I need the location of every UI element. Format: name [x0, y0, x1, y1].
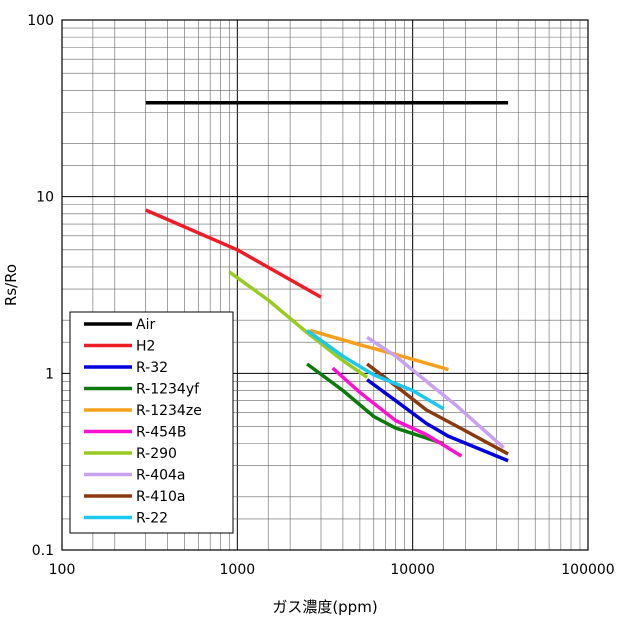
series-line-r-1234yf — [306, 362, 445, 446]
series-line-h2 — [145, 208, 322, 299]
y-tick-label: 10 — [36, 190, 54, 206]
legend-label: R-404a — [136, 468, 186, 484]
x-tick-label: 10000 — [390, 562, 435, 578]
series-line-r-290 — [228, 270, 369, 379]
legend-label: R-1234yf — [136, 382, 200, 398]
x-tick-label: 100000 — [561, 562, 614, 578]
series-line-r-404a — [366, 335, 505, 449]
legend-label: R-290 — [136, 446, 177, 462]
series-line-r-22 — [306, 328, 445, 411]
series-layer — [145, 101, 509, 463]
tick-labels: 100 1000 10000 100000 0.1 1 10 100 — [27, 13, 614, 578]
legend-label: R-454B — [136, 425, 187, 441]
y-axis-label: Rs/Ro — [2, 264, 20, 306]
legend-label: R-1234ze — [136, 403, 202, 419]
legend-label: R-410a — [136, 489, 186, 505]
x-tick-label: 1000 — [220, 562, 256, 578]
legend: Air H2 R-32 R-1234yf R-1234ze R-454B R-290 R-40… — [69, 311, 234, 534]
y-tick-label: 1 — [45, 366, 54, 382]
legend-label: R-32 — [136, 360, 168, 376]
legend-label: R-22 — [136, 511, 168, 527]
series-line-r-32 — [366, 378, 509, 463]
series-line-r-454b — [331, 366, 463, 458]
x-tick-label: 100 — [49, 562, 76, 578]
plot-frame — [61, 19, 589, 551]
y-tick-label: 0.1 — [32, 543, 54, 559]
legend-label: Air — [136, 317, 155, 333]
y-tick-label: 100 — [27, 13, 54, 29]
x-axis-label: ガス濃度(ppm) — [272, 598, 377, 616]
series-line-r-1234ze — [309, 328, 449, 372]
legend-label: H2 — [136, 339, 155, 355]
